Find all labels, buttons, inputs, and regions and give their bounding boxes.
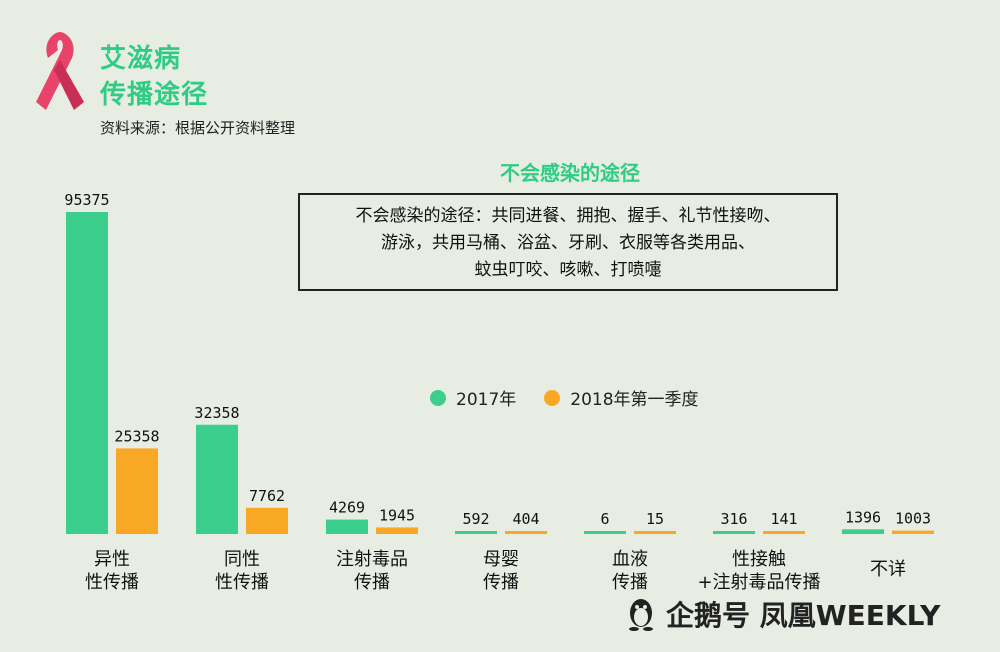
category-label-5-1: +注射毒品传播 [697, 572, 820, 593]
bar-2017-3 [455, 531, 497, 534]
bar-2018q1-4 [634, 531, 676, 534]
category-label-2-0: 注射毒品 [336, 549, 408, 570]
bar-2017-6 [842, 529, 884, 534]
data-label-2017-4: 6 [600, 510, 609, 528]
data-label-2017-2: 4269 [329, 499, 365, 517]
watermark: 企鹅号 凤凰WEEKLY [626, 594, 940, 634]
bar-2018q1-6 [892, 530, 934, 534]
bar-2017-5 [713, 531, 755, 534]
bar-2018q1-0 [116, 448, 158, 534]
bar-2018q1-5 [763, 531, 805, 534]
category-label-2-1: 传播 [354, 572, 390, 593]
legend-label-2018q1: 2018年第一季度 [570, 390, 699, 410]
data-label-2018q1-0: 25358 [114, 427, 159, 445]
source-note: 资料来源：根据公开资料整理 [100, 119, 296, 137]
bar-2017-2 [326, 519, 368, 534]
data-label-2018q1-6: 1003 [895, 510, 931, 528]
category-label-6-0: 不详 [870, 559, 906, 580]
data-label-2017-3: 592 [462, 510, 489, 528]
chart-legend: 2017年 2018年第一季度 [430, 385, 727, 410]
legend-swatch-2017 [430, 389, 446, 406]
note-line-1: 不会感染的途径：共同进餐、拥抱、握手、礼节性接吻、 [355, 206, 781, 226]
data-label-2018q1-4: 15 [646, 510, 664, 528]
category-label-4-1: 传播 [612, 572, 648, 593]
bar-2017-1 [196, 424, 238, 534]
category-label-1-0: 同性 [224, 549, 260, 570]
category-label-0-1: 性传播 [85, 572, 139, 593]
data-label-2017-0: 95375 [64, 191, 109, 209]
title-line-1: 艾滋病 [100, 44, 182, 74]
legend-item-2018q1: 2018年第一季度 [544, 385, 699, 410]
category-label-4-0: 血液 [612, 549, 648, 570]
data-label-2017-5: 316 [720, 510, 747, 528]
category-label-0-0: 异性 [94, 549, 130, 570]
bar-2018q1-2 [376, 527, 418, 534]
non-infection-note-box: 不会感染的途径：共同进餐、拥抱、握手、礼节性接吻、 游泳，共用马桶、浴盆、牙刷、… [298, 193, 838, 291]
legend-swatch-2018q1 [544, 389, 561, 406]
data-label-2018q1-2: 1945 [379, 506, 415, 524]
data-label-2018q1-5: 141 [770, 510, 797, 528]
bar-2018q1-3 [505, 531, 547, 534]
penguin-icon [629, 599, 653, 631]
legend-item-2017: 2017年 [430, 385, 516, 410]
data-label-2017-1: 32358 [194, 404, 239, 422]
note-line-2: 游泳，共用马桶、浴盆、牙刷、衣服等各类用品、 [381, 233, 755, 253]
aids-ribbon-icon [36, 32, 84, 110]
bar-2018q1-1 [246, 507, 288, 534]
watermark-text: 企鹅号 凤凰WEEKLY [666, 599, 941, 632]
bar-2017-0 [66, 212, 108, 534]
category-label-3-0: 母婴 [483, 549, 519, 570]
data-label-2018q1-3: 404 [512, 510, 539, 528]
category-label-5-0: 性接触 [732, 549, 786, 570]
data-label-2018q1-1: 7762 [249, 487, 285, 505]
bar-2017-4 [584, 531, 626, 534]
note-line-3: 蚊虫叮咬、咳嗽、打喷嚏 [474, 260, 662, 280]
data-label-2017-6: 1396 [845, 508, 881, 526]
non-infection-heading: 不会感染的途径 [500, 161, 640, 185]
legend-label-2017: 2017年 [456, 390, 517, 410]
category-label-1-1: 性传播 [215, 572, 269, 593]
title-line-2: 传播途径 [100, 80, 209, 110]
category-label-3-1: 传播 [483, 572, 519, 593]
